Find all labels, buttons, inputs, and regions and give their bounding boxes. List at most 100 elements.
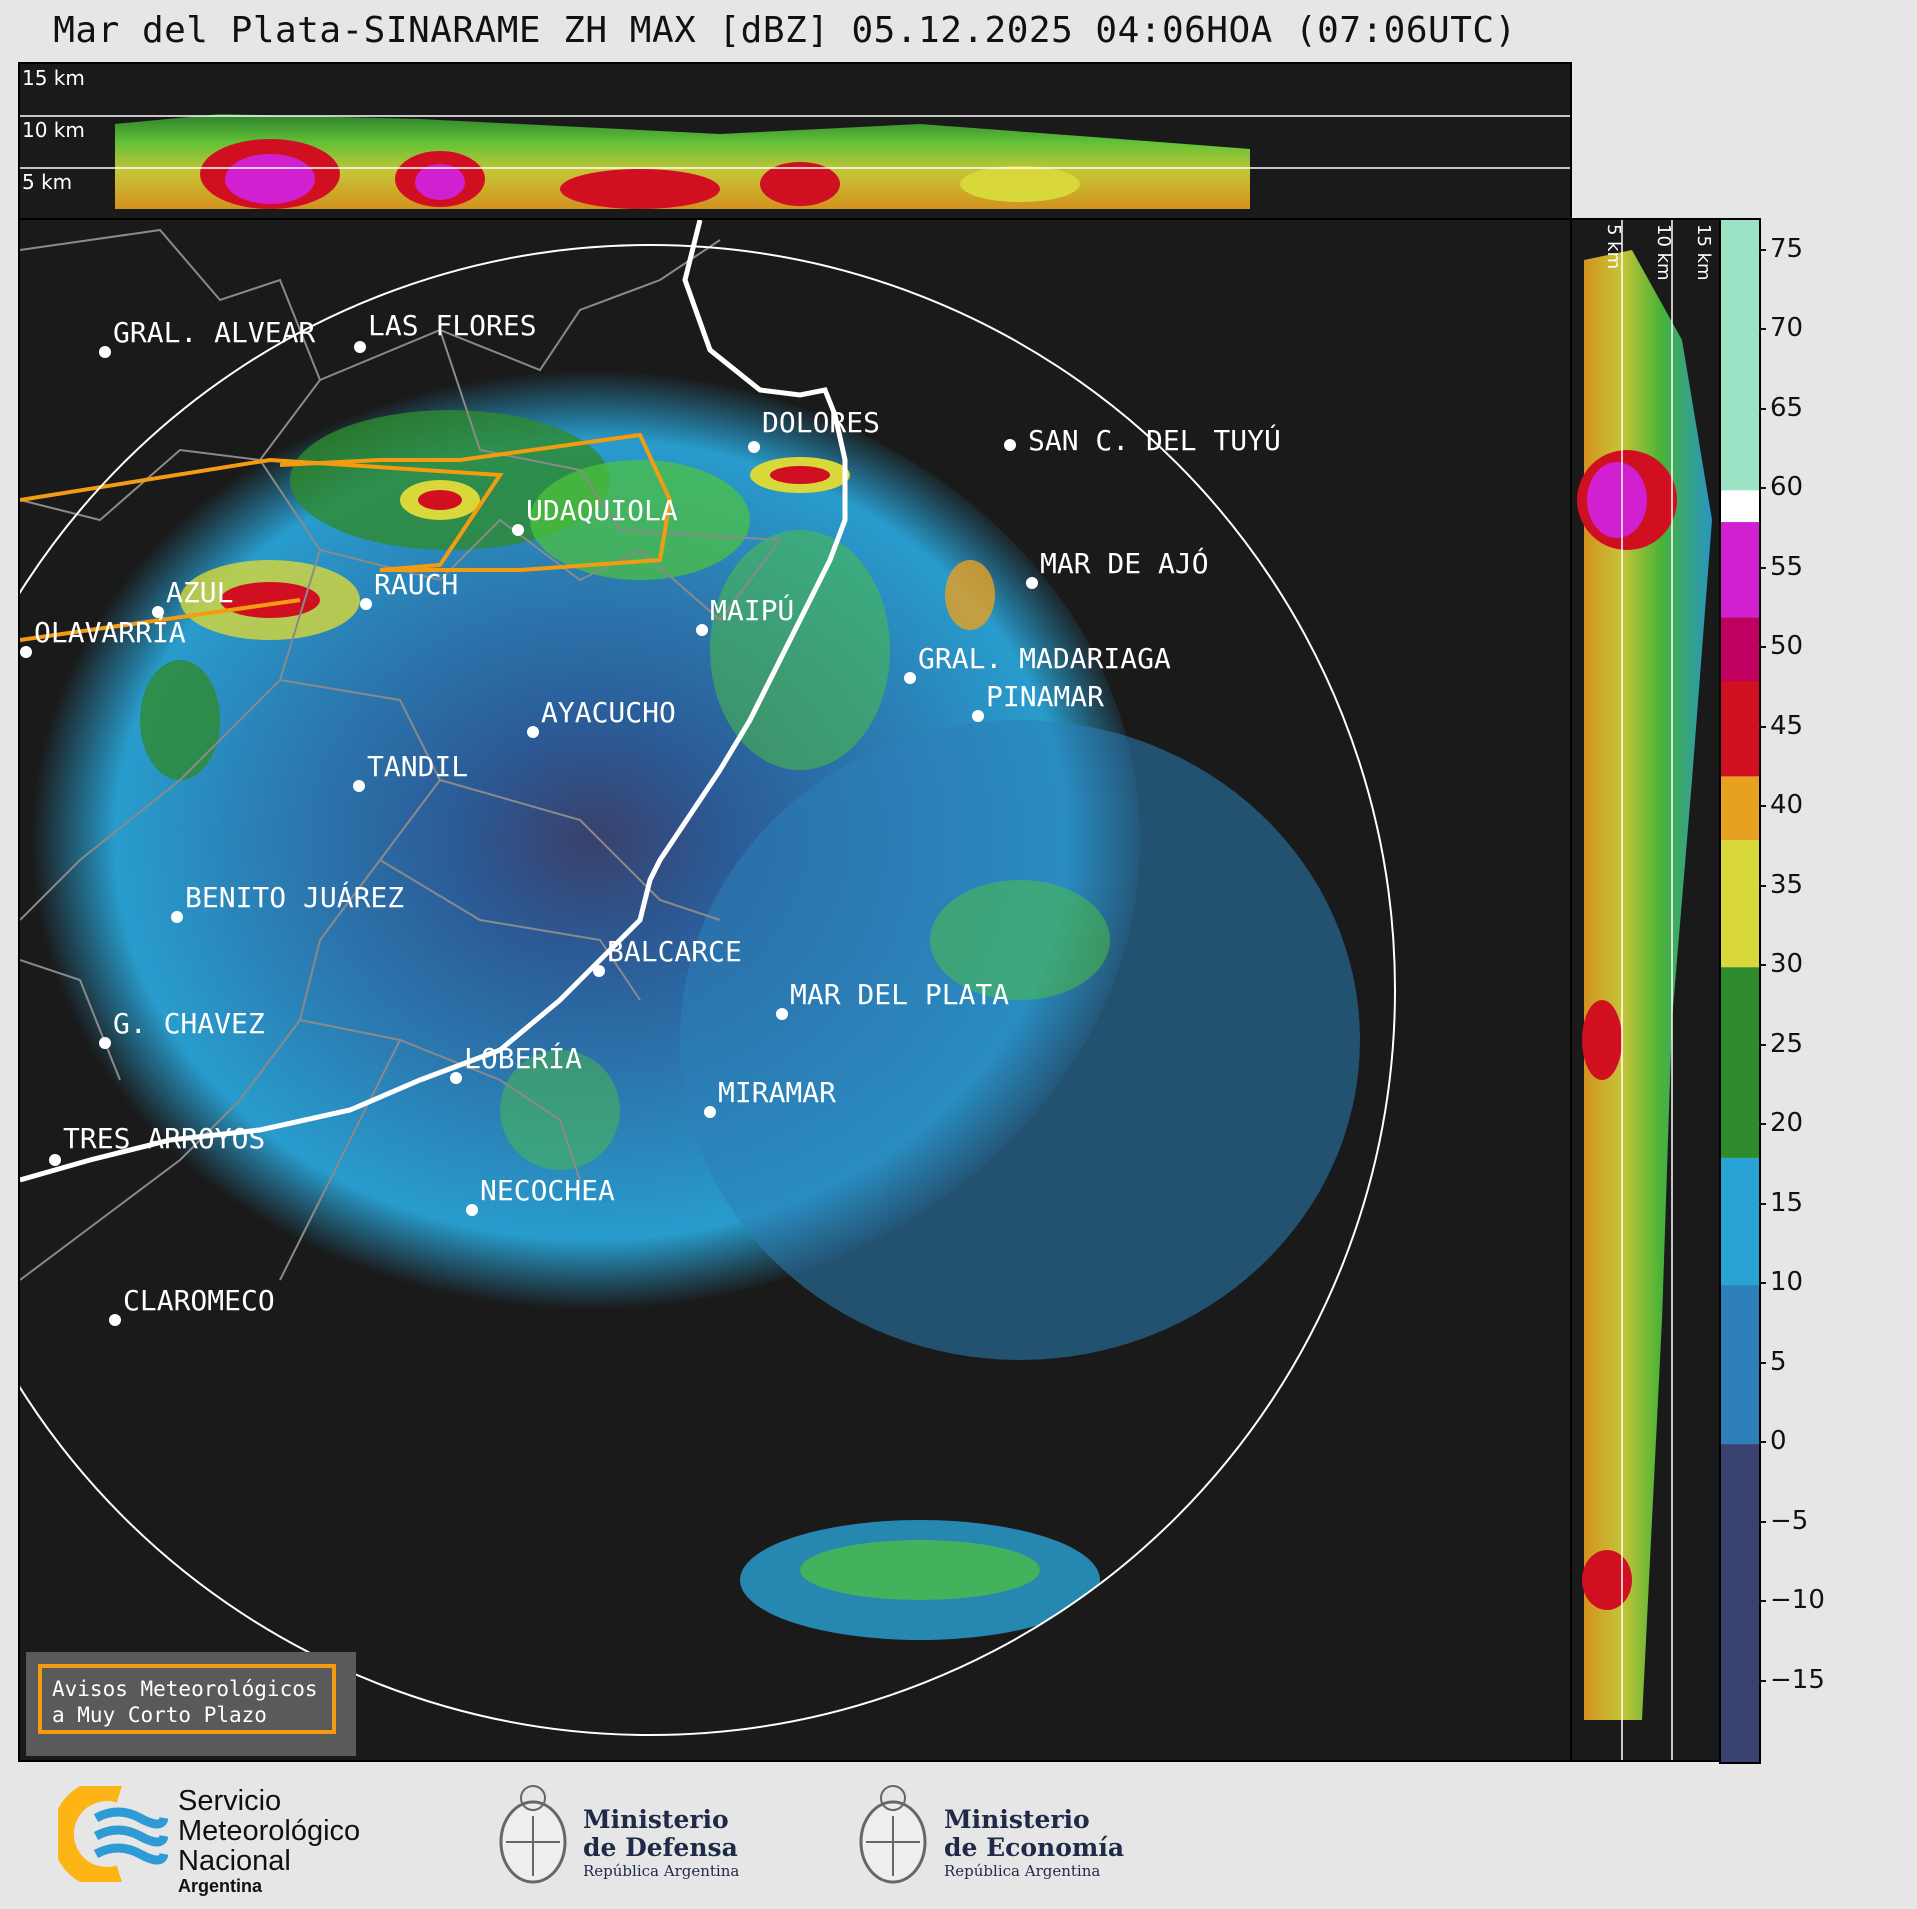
range-ring (20, 244, 1396, 1736)
city-label-tandil: TANDIL (367, 750, 468, 783)
colorbar-tick-label: −10 (1770, 1585, 1825, 1616)
colorbar-tick-mark (1759, 566, 1766, 569)
city-benito-juarez: BENITO JUÁREZ (171, 880, 404, 923)
defensa-logo-text: Ministerio de Defensa República Argentin… (583, 1805, 739, 1881)
colorbar-tick-mark (1759, 964, 1766, 967)
city-label-dolores: DOLORES (762, 406, 880, 439)
radar-map: GRAL. ALVEAR LAS FLORES DOLORES SAN C. D… (18, 218, 1572, 1762)
coastline (20, 220, 848, 1183)
warning-polygon (20, 432, 673, 642)
right-cross-section: 5 km 10 km 15 km (1570, 218, 1722, 1762)
city-label-mar-del-plata: MAR DEL PLATA (790, 978, 1009, 1011)
colorbar-tick-mark (1759, 1361, 1766, 1364)
colorbar-tick-label: 45 (1770, 710, 1804, 741)
radar-map-plot: GRAL. ALVEAR LAS FLORES DOLORES SAN C. D… (20, 220, 1396, 1736)
city-markers: GRAL. ALVEAR LAS FLORES DOLORES SAN C. D… (20, 309, 1281, 1326)
top-cross-section: 15 km 10 km 5 km (18, 62, 1572, 220)
colorbar-band (1721, 839, 1759, 968)
xsec-top-15km-label: 15 km (22, 66, 85, 90)
city-label-claromeco: CLAROMECO (123, 1284, 275, 1317)
right-cross-section-plot (1577, 220, 1712, 1760)
city-maipu: MAIPÚ (696, 593, 794, 636)
colorbar-tick-label: 25 (1770, 1028, 1804, 1059)
smn-line-3: Nacional (178, 1845, 291, 1877)
city-label-azul: AZUL (166, 576, 233, 609)
colorbar-tick-label: −5 (1770, 1505, 1809, 1536)
xsec-top-10km-label: 10 km (22, 118, 85, 142)
city-tres-arroyos: TRES ARROYOS (49, 1122, 265, 1166)
colorbar-tick-label: 70 (1770, 313, 1804, 344)
colorbar-tick-label: 50 (1770, 631, 1804, 662)
xsec-right-10km-label: 10 km (1653, 224, 1674, 281)
colorbar (1719, 218, 1761, 1764)
smn-line-2: Meteorológico (178, 1815, 361, 1847)
city-label-maipu: MAIPÚ (710, 593, 794, 627)
colorbar-band (1721, 967, 1759, 1158)
city-label-udaquiola: UDAQUIOLA (526, 494, 678, 527)
colorbar-band (1721, 681, 1759, 777)
city-label-ayacucho: AYACUCHO (541, 696, 676, 729)
economia-seal-icon (856, 1776, 930, 1896)
echo-field (20, 370, 1360, 1640)
city-ayacucho: AYACUCHO (527, 696, 676, 738)
city-dolores: DOLORES (748, 406, 880, 453)
chart-title: Mar del Plata-SINARAME ZH MAX [dBZ] 05.1… (53, 10, 1517, 51)
defensa-line-2: de Defensa (583, 1833, 738, 1862)
city-label-las-flores: LAS FLORES (368, 309, 537, 342)
city-rauch: RAUCH (360, 568, 458, 610)
economia-logo-text: Ministerio de Economía República Argenti… (944, 1805, 1125, 1881)
smn-line-1: Servicio (178, 1785, 282, 1817)
smn-logo-text: Servicio Meteorológico Nacional Argentin… (178, 1786, 360, 1896)
city-gral-madariaga: GRAL. MADARIAGA (904, 642, 1171, 684)
colorbar-tick-mark (1759, 646, 1766, 649)
city-label-olavarria: OLAVARRÍA (34, 615, 186, 649)
notice-box[interactable]: Avisos Meteorológicos a Muy Corto Plazo (26, 1652, 356, 1756)
smn-logo (51, 1779, 169, 1889)
colorbar-tick-mark (1759, 1679, 1766, 1682)
city-azul: AZUL (152, 576, 233, 618)
colorbar-band (1721, 522, 1759, 618)
city-miramar: MIRAMAR (704, 1076, 836, 1118)
colorbar-tick-mark (1759, 248, 1766, 251)
city-label-mar-de-ajo: MAR DE AJÓ (1040, 546, 1209, 580)
city-label-loberia: LOBERÍA (464, 1041, 582, 1075)
city-olavarria: OLAVARRÍA (20, 615, 186, 658)
city-g-chavez: G. CHAVEZ (99, 1007, 265, 1049)
top-cross-section-plot (20, 114, 1570, 209)
colorbar-tick-label: 0 (1770, 1426, 1787, 1457)
colorbar-bands (1721, 220, 1759, 1762)
city-mar-del-plata: MAR DEL PLATA (776, 978, 1009, 1020)
city-san-clemente: SAN C. DEL TUYÚ (1004, 423, 1281, 457)
notice-line-2: a Muy Corto Plazo (52, 1703, 267, 1727)
city-label-pinamar: PINAMAR (986, 680, 1104, 713)
colorbar-tick-label: 30 (1770, 949, 1804, 980)
city-necochea: NECOCHEA (466, 1174, 615, 1216)
colorbar-tick-label: 65 (1770, 392, 1804, 423)
city-las-flores: LAS FLORES (354, 309, 537, 353)
city-label-san-clemente: SAN C. DEL TUYÚ (1028, 423, 1281, 457)
economia-line-2: de Economía (944, 1833, 1125, 1862)
colorbar-tick-label: 20 (1770, 1108, 1804, 1139)
colorbar-band (1721, 776, 1759, 840)
colorbar-band (1721, 1157, 1759, 1286)
colorbar-tick-mark (1759, 805, 1766, 808)
colorbar-tick-mark (1759, 1123, 1766, 1126)
defensa-line-1: Ministerio (583, 1805, 729, 1834)
city-balcarce: BALCARCE (593, 935, 742, 977)
county-borders (20, 228, 781, 1281)
xsec-top-5km-label: 5 km (22, 170, 73, 194)
colorbar-tick-mark (1759, 884, 1766, 887)
xsec-right-15km-label: 15 km (1693, 224, 1714, 281)
economia-line-1: Ministerio (944, 1805, 1090, 1834)
colorbar-tick-label: 10 (1770, 1267, 1804, 1298)
colorbar-tick-label: 55 (1770, 551, 1804, 582)
colorbar-tick-label: 15 (1770, 1187, 1804, 1218)
defensa-seal-icon (496, 1776, 570, 1896)
colorbar-band (1721, 490, 1759, 523)
city-label-balcarce: BALCARCE (607, 935, 742, 968)
colorbar-tick-mark (1759, 328, 1766, 331)
city-label-miramar: MIRAMAR (718, 1076, 836, 1109)
smn-logo-icon (51, 1779, 169, 1889)
colorbar-tick-mark (1759, 1441, 1766, 1444)
notice-box-inner[interactable]: Avisos Meteorológicos a Muy Corto Plazo (38, 1664, 336, 1734)
